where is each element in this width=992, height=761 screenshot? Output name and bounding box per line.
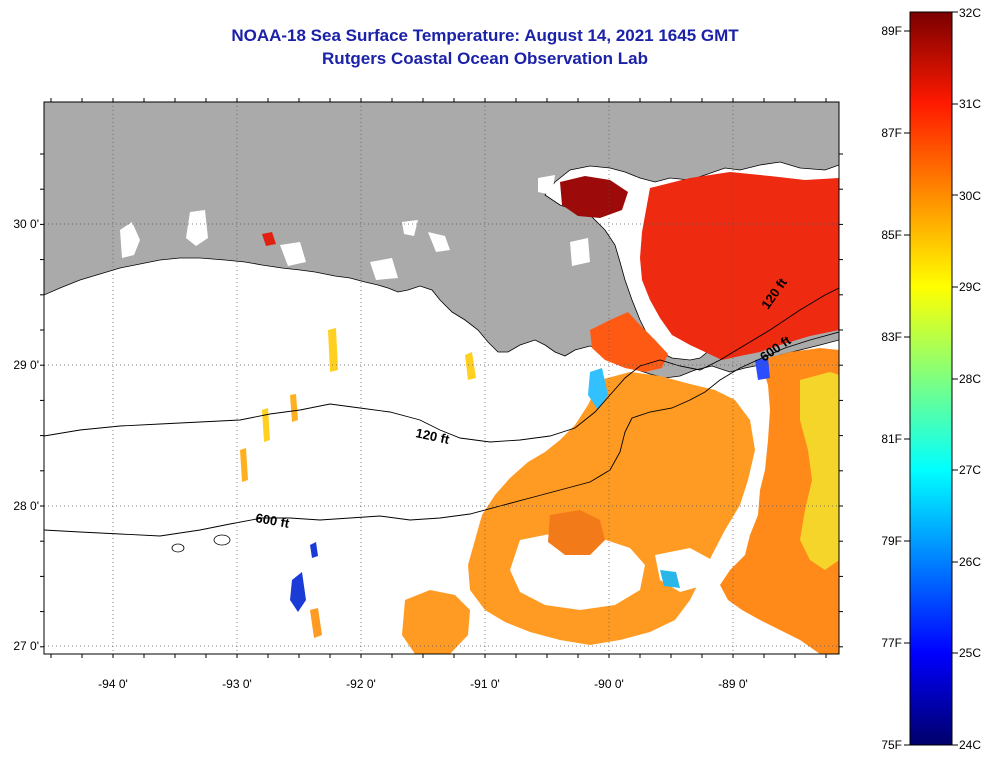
colorbar-f-label: 89F xyxy=(881,24,902,38)
sst-cool-patch xyxy=(290,572,306,612)
cloud-patch xyxy=(186,210,208,246)
colorbar-c-label: 30C xyxy=(959,189,981,203)
latitude-axis: 30 0' 29 0' 28 0' 27 0' xyxy=(13,217,39,653)
sst-streak xyxy=(465,352,476,380)
sst-orange-inner xyxy=(548,510,605,555)
latitude-label: 30 0' xyxy=(13,217,39,231)
sst-cool-patch xyxy=(755,358,770,380)
temperature-colorbar: 89F 87F 85F 83F 81F 79F 77F 75F 32C 31C … xyxy=(881,6,981,752)
longitude-label: -90 0' xyxy=(594,677,624,691)
map-title: NOAA-18 Sea Surface Temperature: August … xyxy=(231,26,739,45)
axis-ticks xyxy=(40,98,843,658)
sst-warm-region-northeast xyxy=(640,172,839,360)
sst-white-gap xyxy=(510,532,645,610)
graticule xyxy=(44,102,839,654)
contour-120ft xyxy=(44,287,839,443)
sst-orange-region-southwest xyxy=(402,590,470,654)
cloud-patch xyxy=(570,238,590,266)
colorbar-gradient xyxy=(909,11,953,746)
sst-cool-patch xyxy=(310,542,318,558)
colorbar-c-label: 27C xyxy=(959,463,981,477)
longitude-label: -92 0' xyxy=(346,677,376,691)
longitude-label: -93 0' xyxy=(222,677,252,691)
colorbar-c-label: 32C xyxy=(959,6,981,20)
sst-streak xyxy=(240,448,248,482)
cloud-patch xyxy=(538,175,555,195)
sst-cool-patch xyxy=(660,570,680,588)
colorbar-f-label: 77F xyxy=(881,636,902,650)
cloud-patch xyxy=(402,220,418,236)
colorbar-f-label: 87F xyxy=(881,126,902,140)
colorbar-f-label: 81F xyxy=(881,432,902,446)
contour-loop xyxy=(171,543,185,553)
map-frame xyxy=(43,101,840,655)
colorbar-c-label: 26C xyxy=(959,555,981,569)
colorbar-f-label: 75F xyxy=(881,738,902,752)
warm-bay-patch xyxy=(560,176,628,218)
contour-label-120ft: 120 ft xyxy=(414,425,451,447)
latitude-label: 27 0' xyxy=(13,639,39,653)
warm-bay-patch xyxy=(262,232,276,246)
colorbar-c-label: 24C xyxy=(959,738,981,752)
sst-yellow-region-east xyxy=(800,372,839,570)
contour-loop xyxy=(213,534,231,546)
sst-cool-patch xyxy=(588,368,608,410)
colorbar-c-label: 25C xyxy=(959,646,981,660)
latitude-label: 29 0' xyxy=(13,358,39,372)
sst-warm-region-delta xyxy=(590,312,668,372)
colorbar-c-label: 31C xyxy=(959,97,981,111)
latitude-label: 28 0' xyxy=(13,499,39,513)
cloud-patch xyxy=(428,232,450,252)
longitude-label: -89 0' xyxy=(718,677,748,691)
sst-streak xyxy=(290,394,298,422)
cloud-patch xyxy=(370,258,398,280)
colorbar-c-label: 29C xyxy=(959,280,981,294)
cloud-patch xyxy=(280,242,306,266)
longitude-label: -94 0' xyxy=(98,677,128,691)
colorbar-c-label: 28C xyxy=(959,372,981,386)
longitude-axis: -94 0' -93 0' -92 0' -91 0' -90 0' -89 0… xyxy=(98,677,748,691)
cloud-patch xyxy=(120,222,140,258)
contour-label-600ft: 600 ft xyxy=(254,510,291,531)
colorbar-f-label: 83F xyxy=(881,330,902,344)
longitude-label: -91 0' xyxy=(470,677,500,691)
contour-600ft xyxy=(44,331,839,537)
map-subtitle: Rutgers Coastal Ocean Observation Lab xyxy=(322,49,648,68)
sst-streak xyxy=(328,328,338,372)
colorbar-f-label: 79F xyxy=(881,534,902,548)
sst-streak xyxy=(310,608,322,638)
colorbar-f-label: 85F xyxy=(881,228,902,242)
sst-streak xyxy=(262,408,270,442)
